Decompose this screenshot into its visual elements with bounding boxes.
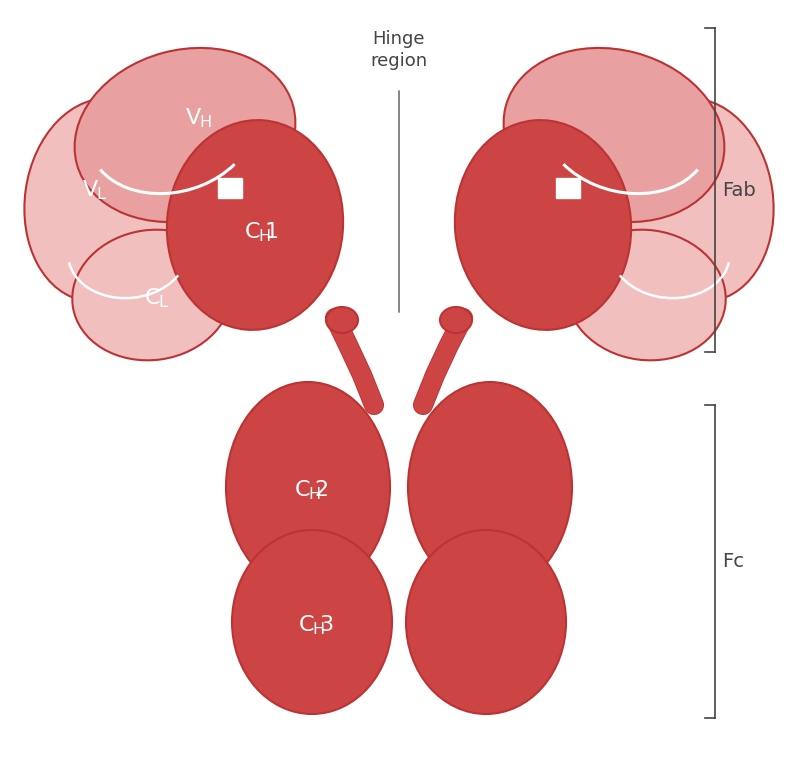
Text: 3: 3 xyxy=(318,615,333,635)
Ellipse shape xyxy=(74,48,295,222)
Text: C: C xyxy=(294,480,310,500)
Ellipse shape xyxy=(326,307,358,333)
Text: Hinge
region: Hinge region xyxy=(370,30,428,70)
Ellipse shape xyxy=(455,120,631,330)
Text: H: H xyxy=(258,229,271,244)
Ellipse shape xyxy=(25,98,176,301)
Text: Fc: Fc xyxy=(722,552,744,571)
Ellipse shape xyxy=(504,48,725,222)
Text: V: V xyxy=(82,180,97,200)
Ellipse shape xyxy=(73,229,231,360)
Text: Fab: Fab xyxy=(722,180,756,200)
Text: 2: 2 xyxy=(314,480,329,500)
Ellipse shape xyxy=(440,307,472,333)
Ellipse shape xyxy=(408,382,572,592)
Ellipse shape xyxy=(232,530,392,714)
Text: H: H xyxy=(199,115,211,130)
Text: C: C xyxy=(244,222,260,242)
Text: 1: 1 xyxy=(265,222,279,242)
Ellipse shape xyxy=(226,382,390,592)
Text: V: V xyxy=(185,108,200,128)
Text: C: C xyxy=(298,615,314,635)
Text: H: H xyxy=(308,487,320,502)
Ellipse shape xyxy=(406,530,566,714)
Text: C: C xyxy=(144,288,160,308)
Text: H: H xyxy=(312,622,324,637)
Text: L: L xyxy=(96,187,105,202)
FancyBboxPatch shape xyxy=(218,178,242,198)
FancyBboxPatch shape xyxy=(556,178,580,198)
Text: L: L xyxy=(158,295,167,310)
Ellipse shape xyxy=(567,229,725,360)
Ellipse shape xyxy=(167,120,343,330)
Ellipse shape xyxy=(622,98,773,301)
